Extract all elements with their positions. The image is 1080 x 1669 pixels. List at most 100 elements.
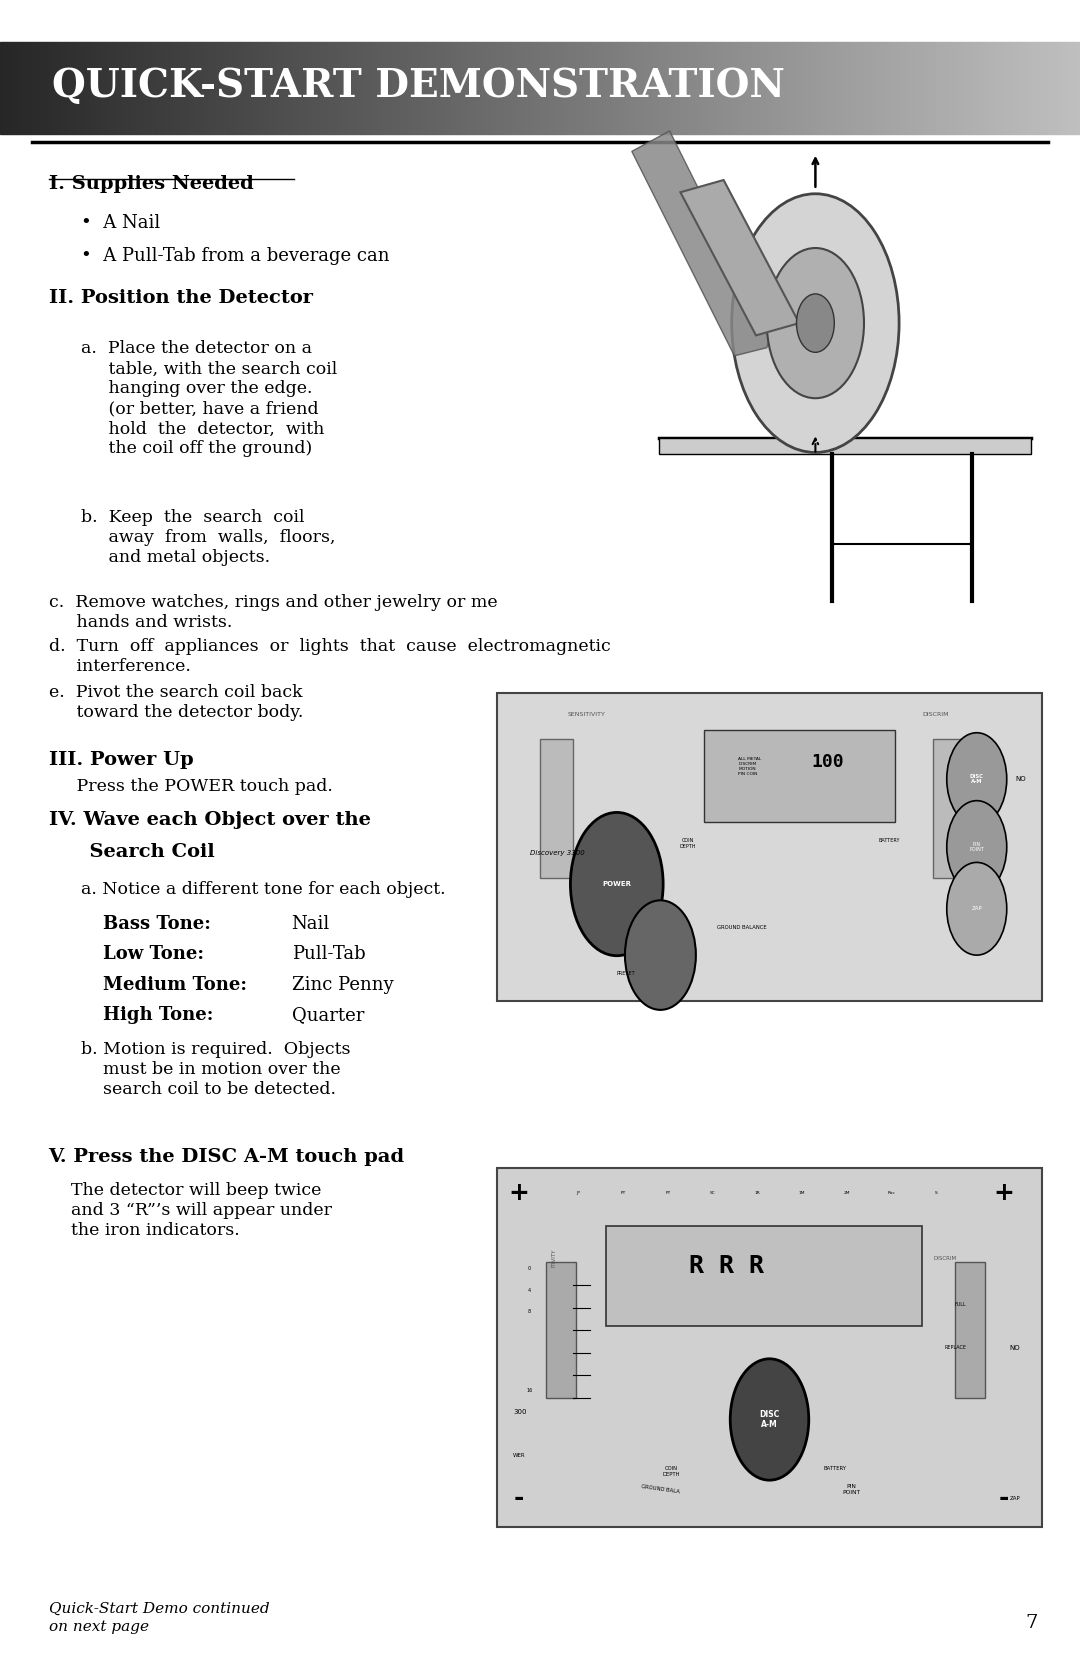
Bar (634, 42, 637, 134)
Bar (464, 42, 468, 134)
Bar (454, 42, 457, 134)
Text: DISCRIM: DISCRIM (933, 1255, 956, 1260)
Bar (983, 42, 986, 134)
Bar (165, 42, 170, 134)
Bar (540, 739, 573, 878)
Text: b. Motion is required.  Objects: b. Motion is required. Objects (81, 1041, 351, 1058)
Bar (645, 42, 648, 134)
Bar (424, 42, 429, 134)
Text: ZAP: ZAP (971, 906, 982, 911)
Text: d.  Turn  off  appliances  or  lights  that  cause  electromagnetic: d. Turn off appliances or lights that ca… (49, 638, 610, 654)
Bar (46, 42, 51, 134)
Bar (738, 42, 742, 134)
Bar (713, 42, 716, 134)
Circle shape (767, 249, 864, 399)
Text: the iron indicators.: the iron indicators. (49, 1222, 240, 1238)
Bar (381, 42, 386, 134)
Bar (62, 42, 65, 134)
Bar (126, 42, 130, 134)
Bar (731, 42, 734, 134)
Bar (969, 42, 972, 134)
Text: interference.: interference. (49, 658, 190, 674)
Bar (1069, 42, 1072, 134)
Bar (842, 42, 846, 134)
Text: Quick-Start Demo continued: Quick-Start Demo continued (49, 1602, 269, 1616)
Bar (839, 42, 842, 134)
Bar (310, 42, 313, 134)
Text: -: - (513, 1487, 524, 1510)
Bar (861, 42, 864, 134)
Bar (764, 42, 767, 134)
Bar (295, 42, 299, 134)
Text: GROUND BALA: GROUND BALA (640, 1484, 680, 1495)
Bar (259, 42, 262, 134)
Bar (694, 42, 699, 134)
Bar (421, 42, 424, 134)
Bar (802, 42, 807, 134)
Bar (346, 42, 349, 134)
Bar (478, 42, 483, 134)
Text: 100: 100 (812, 753, 845, 771)
Text: Low Tone:: Low Tone: (103, 945, 204, 963)
Text: NO: NO (1015, 776, 1026, 783)
Bar (1026, 42, 1029, 134)
Bar (748, 42, 753, 134)
Bar (187, 42, 191, 134)
Bar (835, 42, 839, 134)
Bar (122, 42, 126, 134)
Bar (338, 42, 342, 134)
Bar (875, 42, 878, 134)
Bar (1015, 42, 1018, 134)
Bar (986, 42, 990, 134)
Text: e.  Pivot the search coil back: e. Pivot the search coil back (49, 684, 302, 701)
Bar (666, 42, 670, 134)
Bar (497, 1168, 1042, 1527)
Bar (964, 42, 969, 134)
Bar (929, 42, 932, 134)
Bar (975, 42, 980, 134)
Bar (36, 42, 40, 134)
Bar (54, 42, 57, 134)
Bar (219, 42, 224, 134)
Bar (400, 42, 403, 134)
Bar (356, 42, 360, 134)
Bar (1037, 42, 1040, 134)
Bar (810, 42, 813, 134)
Bar (281, 42, 284, 134)
Bar (673, 42, 677, 134)
Bar (316, 42, 321, 134)
Bar (936, 42, 940, 134)
Text: FULL: FULL (955, 1302, 967, 1307)
Bar (349, 42, 353, 134)
Bar (302, 42, 306, 134)
Text: •  A Quarter: • A Quarter (540, 214, 653, 232)
Bar (893, 42, 896, 134)
Circle shape (730, 1359, 809, 1480)
Bar (410, 42, 414, 134)
Bar (475, 42, 478, 134)
Bar (651, 42, 656, 134)
Bar (440, 42, 443, 134)
Bar (180, 42, 184, 134)
Bar (562, 42, 565, 134)
Bar (878, 42, 882, 134)
Bar (540, 42, 543, 134)
Bar (932, 42, 936, 134)
Text: QUICK-START DEMONSTRATION: QUICK-START DEMONSTRATION (52, 67, 785, 105)
Bar (144, 42, 148, 134)
Bar (230, 42, 234, 134)
Circle shape (947, 863, 1007, 955)
Text: DISC
A-M: DISC A-M (970, 774, 984, 784)
Bar (1004, 42, 1008, 134)
Bar (704, 729, 895, 823)
Bar (1023, 42, 1026, 134)
Bar (691, 42, 694, 134)
Bar (699, 42, 702, 134)
Text: Zinc Penny: Zinc Penny (292, 976, 393, 995)
Bar (288, 42, 292, 134)
Bar (8, 42, 11, 134)
Bar (659, 437, 1031, 454)
Text: BATTERY: BATTERY (823, 1465, 847, 1470)
Bar (940, 42, 943, 134)
Circle shape (947, 733, 1007, 826)
